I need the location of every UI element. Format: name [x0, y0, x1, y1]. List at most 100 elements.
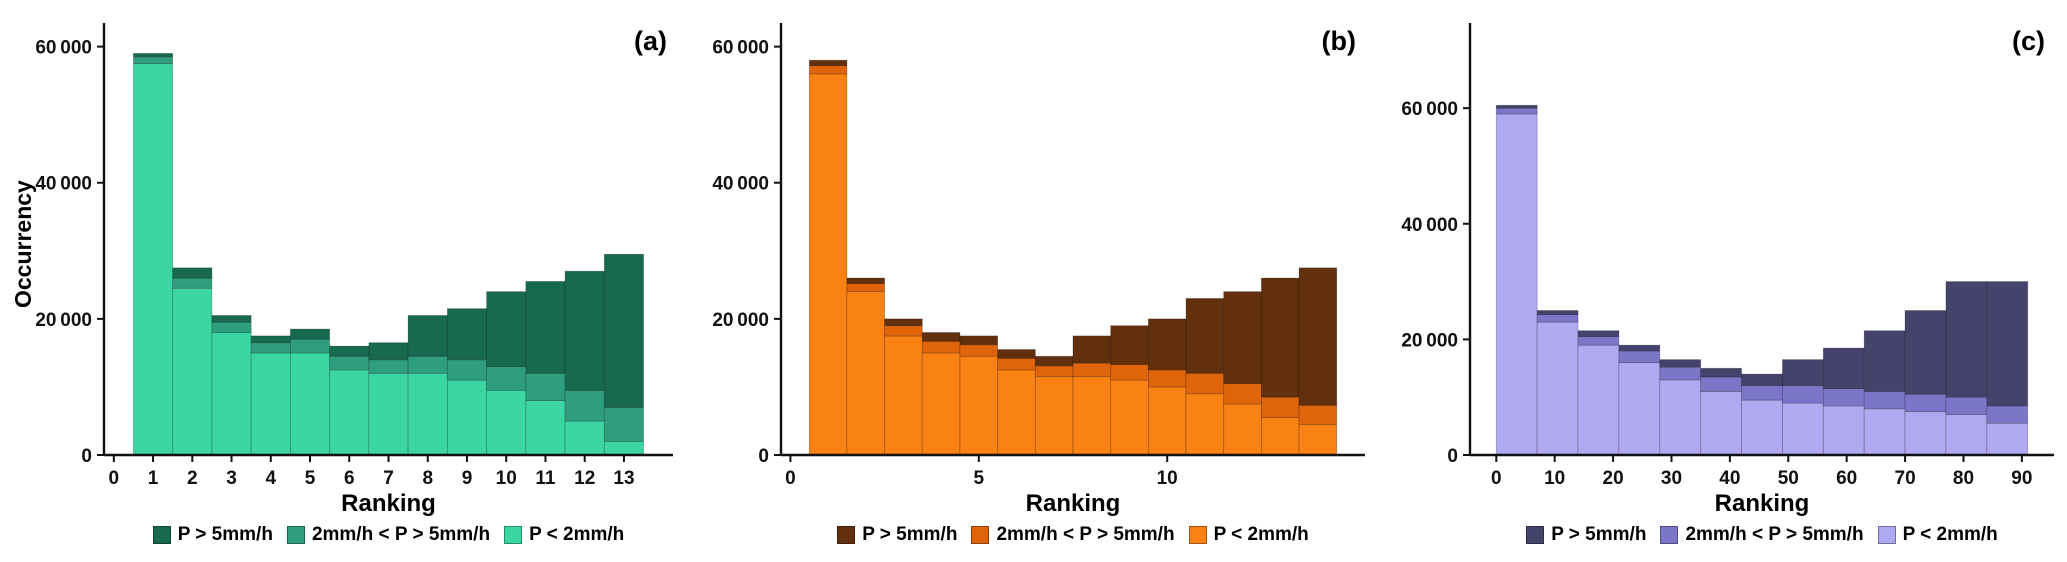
bar-segment — [1741, 385, 1783, 401]
x-axis-label-c: Ranking — [1714, 490, 1810, 517]
bar-segment — [1298, 267, 1338, 406]
bar-segment — [1536, 321, 1579, 456]
bar-segment — [368, 372, 409, 456]
x-tick-label: 2 — [187, 468, 198, 489]
bar-segment — [997, 357, 1036, 371]
legend-swatch — [286, 526, 305, 544]
bar-segment — [603, 440, 644, 456]
legend-swatch — [1660, 526, 1679, 544]
bar-segment — [564, 270, 605, 391]
panel-letter-b: (b) — [1321, 26, 1356, 56]
x-tick-label: 1 — [148, 468, 159, 489]
bar-segment — [368, 359, 409, 374]
bar-segment — [525, 372, 566, 401]
bar-segment — [289, 338, 331, 354]
bar-segment — [250, 335, 291, 344]
bar-segment — [289, 328, 331, 340]
bar-segment — [1945, 281, 1988, 398]
bar-segment — [1536, 310, 1579, 315]
bar-segment — [133, 56, 174, 65]
bar-segment — [921, 332, 961, 342]
y-tick-label: 60 000 — [712, 38, 769, 59]
y-tick-label: 60 000 — [35, 38, 92, 59]
x-tick-label: 20 — [1603, 468, 1624, 489]
bar-segment — [1700, 376, 1742, 392]
y-tick-label: 0 — [1447, 446, 1458, 467]
legend-swatch — [1877, 526, 1896, 544]
x-tick-label: 10 — [1544, 468, 1565, 489]
y-tick-label: 60 000 — [1401, 99, 1458, 120]
bar-segment — [1147, 386, 1187, 456]
bar-segment — [1223, 383, 1262, 405]
bar-segment — [1659, 379, 1702, 456]
x-tick-label: 8 — [422, 468, 433, 489]
y-tick-label: 0 — [758, 446, 769, 467]
legend-item: 2mm/h < P > 5mm/h — [286, 524, 491, 546]
bar-segment — [997, 369, 1036, 456]
x-tick-label: 0 — [1491, 468, 1502, 489]
bar-segment — [1741, 373, 1783, 387]
bar-segment — [1863, 408, 1906, 456]
bar-segment — [1741, 399, 1783, 456]
bar-segment — [1260, 396, 1300, 418]
bar-segment — [329, 345, 370, 357]
bar-segment — [1072, 376, 1112, 456]
bar-segment — [884, 325, 923, 337]
legend-item: 2mm/h < P > 5mm/h — [1660, 524, 1864, 546]
bar-segment — [1298, 404, 1338, 425]
bar-segment — [1147, 369, 1187, 388]
bar-segment — [1034, 355, 1074, 367]
y-tick-label: 20 000 — [35, 310, 92, 331]
bar-segment — [921, 352, 961, 456]
bar-segment — [1110, 325, 1149, 365]
bar-segment — [250, 342, 291, 354]
x-axis-label-a: Ranking — [341, 490, 436, 517]
bar-segment — [1185, 298, 1225, 374]
bar-segment — [1618, 362, 1661, 456]
bar-segment — [1495, 104, 1538, 109]
x-tick-label: 10 — [1157, 468, 1178, 489]
bar-segment — [1072, 362, 1112, 378]
legend-swatch — [504, 526, 523, 544]
bar-segment — [211, 332, 252, 456]
bar-segment — [1904, 411, 1947, 456]
panel-letter-a: (a) — [634, 26, 667, 56]
bar-segment — [525, 400, 566, 456]
bar-segment — [846, 277, 886, 284]
legend-label: 2mm/h < P > 5mm/h — [311, 524, 491, 545]
bar-segment — [1298, 423, 1338, 456]
bar-segment — [1863, 391, 1906, 410]
bar-segment — [329, 355, 370, 371]
bar-segment — [808, 59, 848, 67]
bar-segment — [1945, 396, 1988, 415]
bar-segment — [1782, 385, 1824, 404]
x-tick-label: 10 — [496, 468, 517, 489]
x-tick-label: 5 — [305, 468, 316, 489]
legend-label: P < 2mm/h — [1213, 524, 1309, 545]
bar-segment — [1782, 359, 1824, 387]
bar-segment — [1700, 391, 1742, 456]
bar-segment — [1495, 107, 1538, 115]
bar-segment — [1185, 372, 1225, 395]
legend-label: 2mm/h < P > 5mm/h — [996, 524, 1175, 545]
legend-item: P > 5mm/h — [1526, 524, 1646, 546]
legend-item: P < 2mm/h — [1877, 524, 1998, 546]
bar-segment — [884, 318, 923, 327]
bar-segment — [808, 65, 848, 75]
x-tick-label: 50 — [1778, 468, 1799, 489]
x-tick-label: 4 — [265, 468, 276, 489]
x-tick-label: 0 — [109, 468, 120, 489]
bar-segment — [921, 340, 961, 354]
bar-segment — [289, 352, 331, 456]
bar-segment — [1577, 330, 1620, 337]
bar-segment — [1072, 335, 1112, 364]
legend-b: P > 5mm/h 2mm/h < P > 5mm/h P < 2mm/h — [781, 524, 1365, 546]
legend-swatch — [971, 526, 990, 544]
legend-item: P < 2mm/h — [504, 524, 624, 546]
legend-c: P > 5mm/h 2mm/h < P > 5mm/h P < 2mm/h — [1470, 524, 2054, 546]
legend-swatch — [1188, 526, 1207, 544]
x-tick-label: 11 — [535, 468, 556, 489]
bar-segment — [1822, 347, 1865, 389]
x-tick-label: 90 — [2011, 468, 2032, 489]
